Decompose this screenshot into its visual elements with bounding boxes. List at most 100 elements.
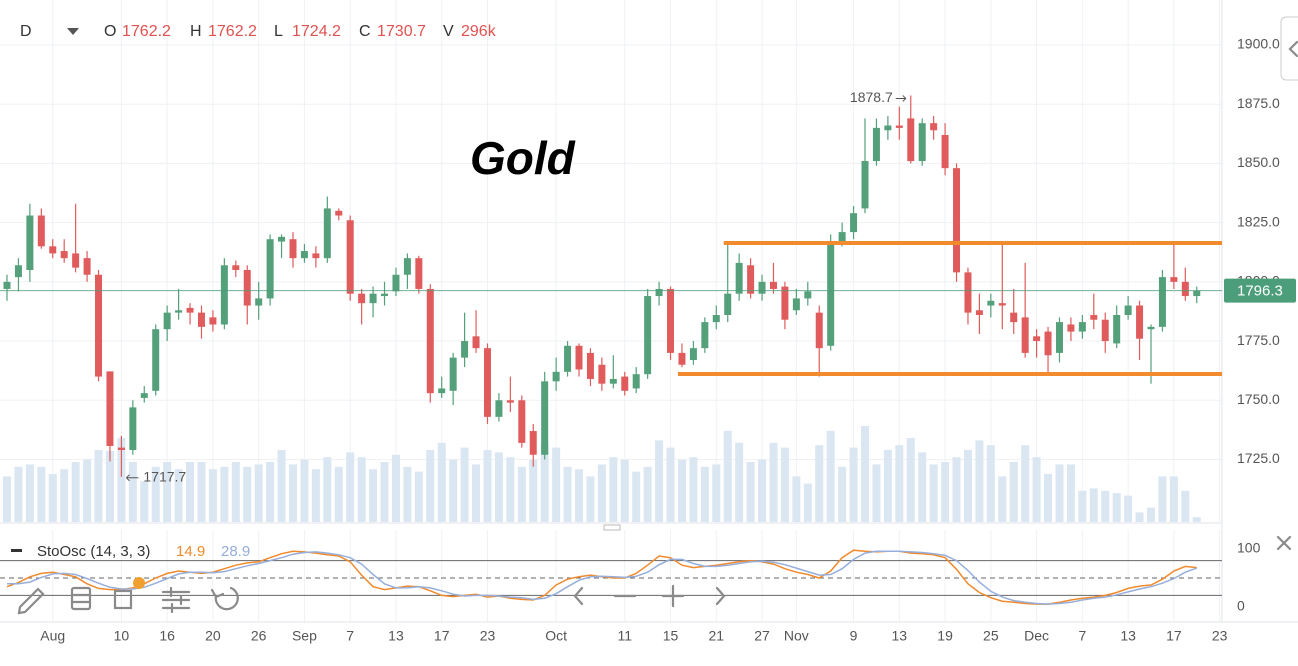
volume-bar: [746, 462, 755, 522]
reset-tool[interactable]: [210, 586, 239, 611]
volume-bar: [780, 447, 789, 522]
low-arrow: [126, 474, 139, 482]
y-tick-label: 1825.0: [1237, 213, 1280, 229]
x-tick-label: 10: [114, 628, 130, 644]
candle-body: [758, 281, 766, 294]
volume-bar: [609, 457, 618, 522]
candle-body: [278, 236, 286, 242]
volume-bar: [666, 447, 675, 522]
y-tick-label: 1875.0: [1237, 95, 1280, 111]
x-tick-label: 23: [480, 628, 496, 644]
settings-tool[interactable]: [161, 586, 191, 614]
volume-bar: [174, 469, 183, 522]
close-indicator[interactable]: [1276, 535, 1292, 551]
candle-body: [461, 341, 469, 358]
candle-body: [220, 265, 228, 325]
x-tick-label: 7: [346, 628, 354, 644]
candle-body: [895, 125, 903, 128]
chevron-icon: [1288, 40, 1298, 58]
indicator-d-value: 28.9: [221, 543, 250, 560]
interval-dropdown[interactable]: [67, 28, 79, 35]
volume-bar: [346, 452, 355, 522]
volume-bar: [975, 440, 984, 522]
volume-bar: [151, 466, 160, 522]
volume-bar: [323, 457, 332, 522]
legend-key: H: [190, 23, 202, 40]
volume-bar: [529, 459, 538, 522]
volume-bar: [998, 476, 1007, 522]
candle-body: [953, 168, 961, 273]
candle-body: [552, 371, 560, 382]
volume-bar: [403, 466, 412, 522]
candle-body: [483, 348, 491, 417]
candle-body: [735, 262, 743, 294]
candle-body: [1021, 317, 1029, 353]
candle-body: [163, 312, 171, 330]
candle-body: [1090, 315, 1098, 320]
layers-tool[interactable]: [113, 589, 133, 610]
volume-bar: [380, 462, 389, 522]
candle-body: [667, 288, 675, 353]
candle-body: [152, 329, 160, 391]
candle-body: [1181, 281, 1189, 297]
volume-bar: [838, 466, 847, 522]
candle-body: [872, 127, 880, 162]
candle-layer: [3, 95, 1201, 477]
candle-body: [255, 298, 263, 306]
candle-body: [129, 407, 137, 450]
volume-bar: [14, 466, 23, 522]
list-tool[interactable]: [70, 586, 92, 611]
candle-body: [392, 274, 400, 292]
candle-body: [117, 447, 125, 450]
volume-bar: [220, 466, 229, 522]
legend-value: 1762.2: [208, 23, 257, 40]
high-arrow: [895, 95, 907, 102]
volume-bar: [586, 476, 595, 522]
volume-bar: [815, 445, 824, 522]
x-tick-label: 27: [754, 628, 770, 644]
volume-bar: [277, 450, 286, 522]
legend-key: L: [274, 23, 283, 40]
volume-bar: [575, 469, 583, 522]
x-tick-label: 17: [1166, 628, 1182, 644]
pencil-tool[interactable]: [17, 587, 45, 615]
pane-resize-handle[interactable]: [603, 524, 621, 531]
volume-bar: [186, 462, 195, 522]
candle-body: [1136, 305, 1144, 339]
x-tick-label: Oct: [545, 628, 567, 644]
candle-body: [644, 296, 652, 375]
indicator-collapse[interactable]: [11, 549, 22, 552]
candle-body: [232, 265, 240, 270]
last-price-label: 1796.3: [1237, 283, 1283, 300]
volume-bar: [655, 440, 664, 522]
x-tick-label: 13: [1120, 628, 1136, 644]
x-tick-label: 21: [708, 628, 724, 644]
candle-body: [907, 118, 915, 162]
candle-body: [987, 300, 995, 306]
scroll-left[interactable]: [573, 586, 584, 606]
volume-bar: [3, 476, 11, 522]
list-tool-lines: [70, 593, 92, 604]
x-tick-label: 15: [663, 628, 679, 644]
candle-body: [323, 208, 331, 259]
candle-body: [1033, 336, 1041, 342]
candle-body: [1101, 319, 1109, 342]
zoom-in[interactable]: [661, 584, 685, 608]
x-tick-label: 13: [892, 628, 908, 644]
volume-bar: [25, 464, 34, 522]
volume-bar: [803, 483, 812, 522]
candle-body: [186, 307, 194, 313]
x-tick-label: 19: [937, 628, 953, 644]
volume-bar: [1112, 493, 1121, 522]
volume-bar: [563, 466, 572, 522]
interval[interactable]: D: [20, 23, 32, 40]
candle-body: [975, 310, 983, 315]
scroll-right[interactable]: [715, 586, 726, 606]
volume-bar: [163, 462, 172, 522]
volume-bar: [597, 464, 606, 522]
volume-bar: [895, 445, 904, 522]
volume-bar: [426, 450, 435, 522]
y-tick-label: 1750.0: [1237, 391, 1280, 407]
volume-bar: [483, 450, 492, 522]
